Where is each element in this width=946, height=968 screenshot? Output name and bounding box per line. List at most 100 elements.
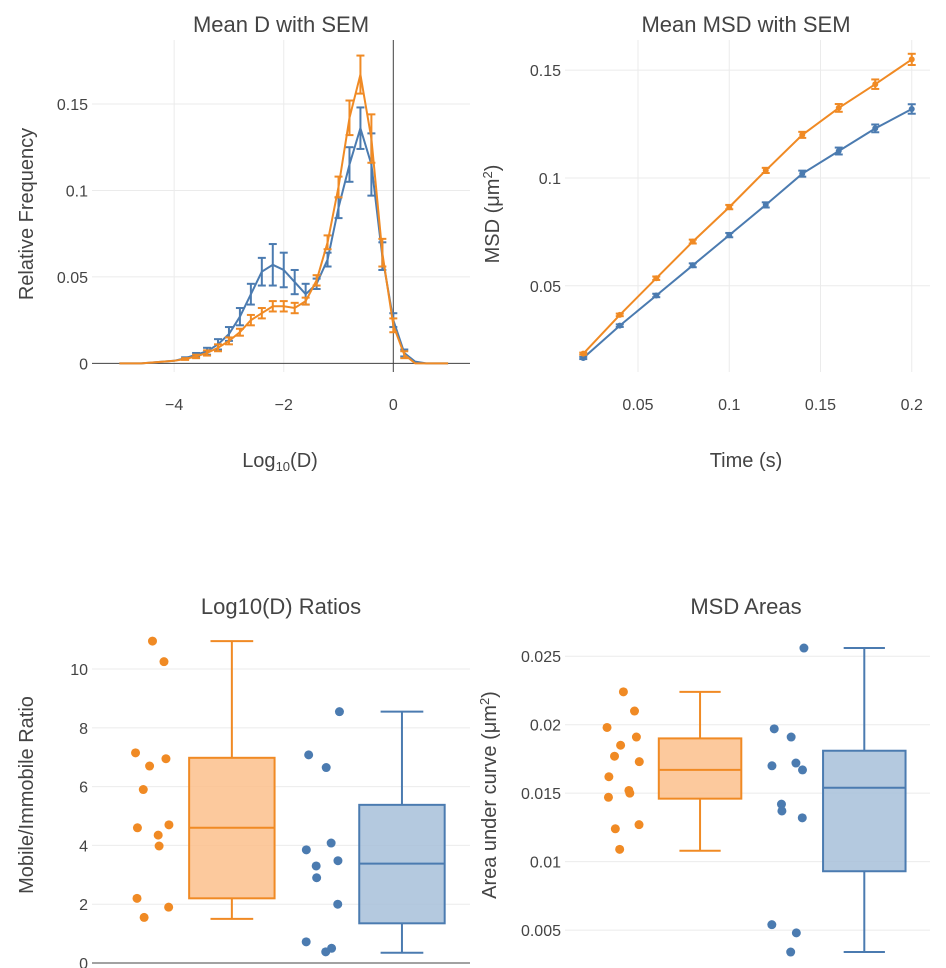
series-1-point xyxy=(872,81,879,88)
x-tick-label: 0.05 xyxy=(622,397,653,414)
series-0-point xyxy=(616,322,623,329)
series-0-point xyxy=(799,170,806,177)
y-tick-label: 4 xyxy=(79,838,88,855)
group-0-data-point xyxy=(625,788,635,798)
series-0-point xyxy=(580,354,587,361)
group-1-data-point xyxy=(791,758,801,768)
group-0-data-point xyxy=(164,820,174,830)
group-0-data-point xyxy=(618,687,628,697)
group-0-data-point xyxy=(630,706,640,716)
y-tick-label: 10 xyxy=(70,662,88,679)
chart-mean-d: Mean D with SEM −4 −2 0 0 0.05 0.1 0.15 Log10(… xyxy=(16,12,470,474)
y-tick-label: 0.1 xyxy=(66,183,88,200)
chart-mean-msd: Mean MSD with SEM 0.05 0.1 0.15 0.20.050.10… xyxy=(480,12,930,472)
group-0-data-point xyxy=(154,841,164,851)
chart-mean-msd-title: Mean MSD with SEM xyxy=(641,12,850,37)
y-tick-label: 0.15 xyxy=(530,63,561,80)
series-1-point xyxy=(689,238,696,245)
y-tick-label: 0.025 xyxy=(521,649,561,666)
chart-log-ratios: Log10(D) Ratios 0 2 4 6 8 10 Mobile/Immobile … xyxy=(16,594,470,968)
series-1-point xyxy=(908,56,915,63)
y-tick-label: 0 xyxy=(79,356,88,373)
series-1-point xyxy=(580,350,587,357)
chart-mean-d-x-axis-label: Log10(D) xyxy=(242,450,318,474)
chart-log-ratios-y-axis-label: Mobile/Immobile Ratio xyxy=(16,696,38,894)
chart-msd-areas-title: MSD Areas xyxy=(690,594,801,619)
series-0-point xyxy=(835,148,842,155)
group-0-data-point xyxy=(610,751,620,761)
series-1-point xyxy=(762,167,769,174)
chart-log-ratios-title: Log10(D) Ratios xyxy=(201,594,361,619)
group-0-data-point xyxy=(610,824,620,834)
group-1-data-point xyxy=(304,750,314,760)
group-1-data-point xyxy=(333,856,343,866)
group-1-data-point xyxy=(786,732,796,742)
group-1-data-point xyxy=(311,861,321,871)
chart-log-ratios-grid xyxy=(92,668,470,964)
series-0-point xyxy=(653,292,660,299)
series-0-point xyxy=(872,125,879,132)
group-0-data-point xyxy=(159,657,169,667)
group-0-data-point xyxy=(631,732,641,742)
chart-log-ratios-marks xyxy=(131,636,446,957)
series-0-line xyxy=(582,108,913,359)
group-0-data-point xyxy=(634,820,644,830)
y-tick-label: 2 xyxy=(79,897,88,914)
group-0-data-point xyxy=(132,893,142,903)
x-tick-label: 0.1 xyxy=(718,397,740,414)
series-0-point xyxy=(726,232,733,239)
group-1-data-point xyxy=(321,763,331,773)
group-1-data-point xyxy=(312,873,322,883)
series-0-point xyxy=(689,262,696,269)
group-1-box xyxy=(822,749,907,873)
y-tick-label: 0 xyxy=(79,956,88,968)
group-0-data-point xyxy=(145,761,155,771)
chart-mean-d-grid xyxy=(92,40,470,372)
x-tick-label: 0.15 xyxy=(805,397,836,414)
y-tick-label: 8 xyxy=(79,721,88,738)
group-1-data-point xyxy=(797,813,807,823)
chart-mean-msd-marks xyxy=(579,52,916,361)
group-1-data-point xyxy=(786,947,796,957)
y-tick-label: 0.015 xyxy=(521,786,561,803)
chart-mean-msd-x-axis-label: Time (s) xyxy=(710,450,783,472)
group-1-data-point xyxy=(321,947,331,957)
group-0-data-point xyxy=(616,740,626,750)
chart-msd-areas-ticks: 0.005 0.01 0.015 0.02 0.025 xyxy=(521,649,561,940)
group-1-data-point xyxy=(301,937,311,947)
x-tick-label: −4 xyxy=(165,397,183,414)
group-0-data-point xyxy=(131,748,141,758)
group-1-data-point xyxy=(799,643,809,653)
group-0-data-point xyxy=(615,844,625,854)
group-1-data-point xyxy=(767,920,777,930)
series-0-point xyxy=(908,105,915,112)
group-0-box xyxy=(657,737,743,800)
group-1-data-point xyxy=(333,899,343,909)
group-1-data-point xyxy=(797,765,807,775)
y-tick-label: 0.05 xyxy=(530,279,561,296)
group-1-data-point xyxy=(326,838,336,848)
group-0-data-point xyxy=(602,722,612,732)
y-tick-label: 0.02 xyxy=(530,718,561,735)
group-1-data-point xyxy=(777,806,787,816)
chart-mean-d-title: Mean D with SEM xyxy=(193,12,369,37)
chart-mean-d-marks xyxy=(119,54,449,365)
y-tick-label: 0.05 xyxy=(57,270,88,287)
group-1-data-point xyxy=(776,799,786,809)
group-0-data-point xyxy=(153,830,163,840)
chart-mean-msd-y-axis-label: MSD (μm2) xyxy=(480,165,504,264)
x-tick-label: 0 xyxy=(389,397,398,414)
series-1-point xyxy=(835,104,842,111)
y-tick-label: 0.1 xyxy=(539,171,561,188)
y-tick-label: 0.15 xyxy=(57,97,88,114)
group-0-data-point xyxy=(132,823,142,833)
series-1-point xyxy=(653,275,660,282)
group-0-data-point xyxy=(138,785,148,795)
y-tick-label: 0.01 xyxy=(530,855,561,872)
group-0-data-point xyxy=(603,792,613,802)
chart-msd-areas: MSD Areas 0.005 0.01 0.015 0.02 0.025 Area u… xyxy=(477,594,930,957)
series-1-point xyxy=(726,204,733,211)
group-0-data-point xyxy=(147,636,157,646)
chart-msd-areas-y-axis-label: Area under curve (μm2) xyxy=(477,691,501,899)
